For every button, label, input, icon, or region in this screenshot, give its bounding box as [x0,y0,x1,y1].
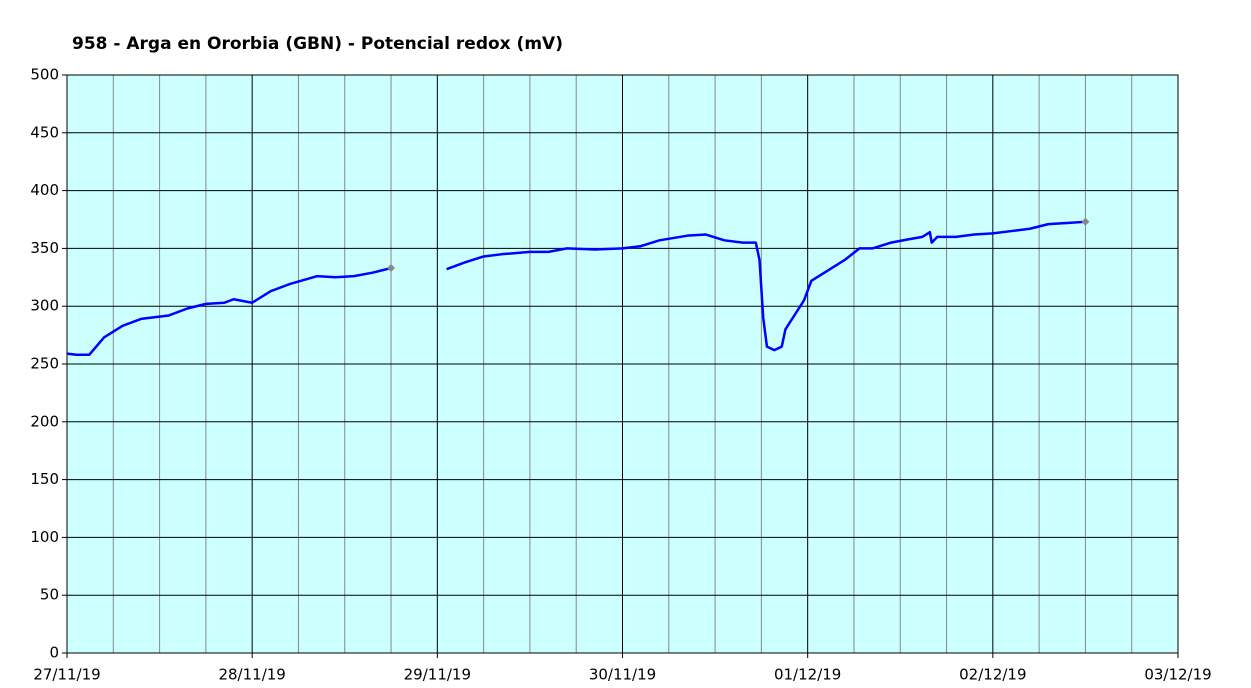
y-tick-label: 450 [30,123,59,141]
data-line [446,220,1086,352]
x-tick-label: 30/11/19 [589,666,656,684]
y-tick-label: 150 [30,470,59,488]
y-tick-label: 50 [40,586,59,604]
x-tick-label: 02/12/19 [959,666,1026,684]
y-tick-label: 300 [30,297,59,315]
y-tick-label: 200 [30,412,59,430]
y-tick-label: 100 [30,528,59,546]
end-marker [387,264,396,273]
x-tick-label: 03/12/19 [1144,666,1211,684]
x-tick-label: 28/11/19 [218,666,285,684]
x-tick-label: 29/11/19 [404,666,471,684]
y-tick-label: 350 [30,239,59,257]
end-marker [1081,217,1090,226]
y-tick-label: 250 [30,355,59,373]
y-tick-label: 400 [30,181,59,199]
plot-border [66,74,1179,654]
y-tick-label: 500 [30,66,59,84]
data-line [66,266,392,357]
y-tick-label: 0 [49,644,59,662]
chart-title: 958 - Arga en Ororbia (GBN) - Potencial … [72,34,563,54]
x-tick-label: 01/12/19 [774,666,841,684]
x-tick-label: 27/11/19 [33,666,100,684]
